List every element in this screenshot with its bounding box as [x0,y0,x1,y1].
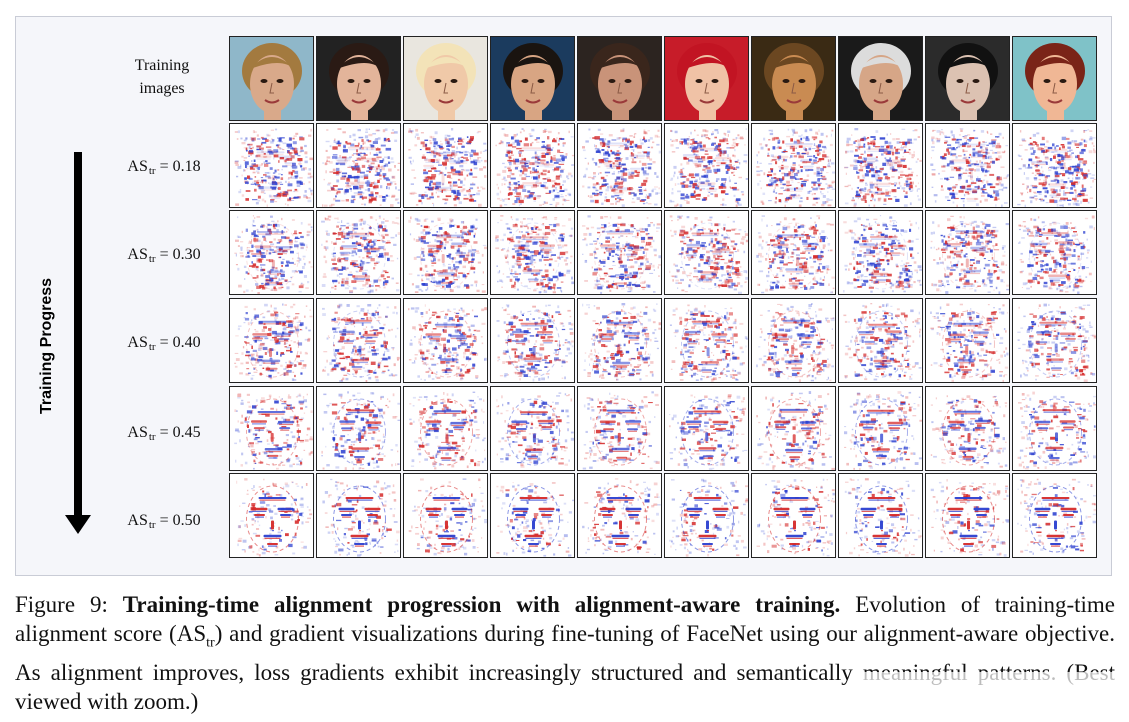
watermark [860,672,1115,700]
gradient-heatmap [751,210,836,295]
as-subscript: tr [148,519,156,531]
gradient-heatmap [316,473,401,558]
gradient-heatmap [577,386,662,471]
row-label-3: AStr = 0.40 [104,334,224,354]
as-score: = 0.40 [159,334,201,351]
row-label-2: AStr = 0.30 [104,246,224,266]
training-face-image [664,36,749,121]
gradient-heatmap [316,298,401,383]
gradient-heatmap [838,210,923,295]
training-images-label: Training images [134,57,190,97]
gradient-heatmap [838,123,923,208]
gradient-heatmap [925,298,1010,383]
progress-arrow-head [65,515,91,534]
gradient-heatmap [925,473,1010,558]
training-face-image [1012,36,1097,121]
training-face-image [751,36,836,121]
gradient-heatmap [664,473,749,558]
training-face-image [577,36,662,121]
as-prefix: AS [127,158,148,175]
gradient-heatmap [664,298,749,383]
gradient-heatmap [229,210,314,295]
gradient-heatmap [751,123,836,208]
gradient-heatmap [490,473,575,558]
gradient-heatmap [664,386,749,471]
as-subscript: tr [148,253,156,265]
gradient-heatmap [925,123,1010,208]
as-score: = 0.18 [159,158,201,175]
gradient-heatmap [751,473,836,558]
gradient-heatmap [1012,210,1097,295]
training-face-image [229,36,314,121]
caption-title: Training-time alignment progression with… [122,592,841,617]
gradient-heatmap [577,123,662,208]
gradient-heatmap [490,298,575,383]
gradient-heatmap [490,386,575,471]
training-face-image [490,36,575,121]
figure-number: Figure 9: [15,592,108,617]
gradient-heatmap [1012,386,1097,471]
gradient-heatmap [229,473,314,558]
gradient-heatmap [1012,473,1097,558]
as-subscript: tr [148,431,156,443]
training-face-image [316,36,401,121]
as-prefix: AS [127,246,148,263]
as-prefix: AS [127,424,148,441]
gradient-heatmap [577,473,662,558]
gradient-heatmap [316,123,401,208]
training-progress-label: Training Progress [38,277,55,415]
as-score: = 0.50 [159,512,201,529]
row-label-1: AStr = 0.18 [104,158,224,178]
gradient-heatmap [1012,123,1097,208]
gradient-heatmap [838,473,923,558]
gradient-heatmap [403,473,488,558]
gradient-heatmap [490,123,575,208]
training-face-image [403,36,488,121]
caption-text-1: Evolution of training-time alignment sco… [15,592,1116,646]
gradient-heatmap [1012,298,1097,383]
training-face-image [925,36,1010,121]
gradient-heatmap [316,210,401,295]
gradient-heatmap [664,210,749,295]
gradient-heatmap [403,386,488,471]
caption-subscript: tr [206,635,215,651]
gradient-heatmap [577,210,662,295]
training-face-image [838,36,923,121]
as-score: = 0.30 [159,246,201,263]
gradient-heatmap [925,210,1010,295]
as-prefix: AS [127,512,148,529]
as-score: = 0.45 [159,424,201,441]
gradient-heatmap [229,123,314,208]
gradient-heatmap [577,298,662,383]
gradient-heatmap [403,298,488,383]
gradient-heatmap [838,298,923,383]
as-prefix: AS [127,334,148,351]
progress-arrow-shaft [74,152,82,518]
gradient-heatmap [838,386,923,471]
gradient-heatmap [751,298,836,383]
as-subscript: tr [148,341,156,353]
gradient-heatmap [403,210,488,295]
gradient-heatmap [316,386,401,471]
gradient-heatmap [229,386,314,471]
gradient-heatmap [925,386,1010,471]
row-label-5: AStr = 0.50 [104,512,224,532]
row-label-4: AStr = 0.45 [104,424,224,444]
as-subscript: tr [148,165,156,177]
gradient-heatmap [664,123,749,208]
gradient-heatmap [751,386,836,471]
gradient-heatmap [229,298,314,383]
gradient-heatmap [490,210,575,295]
gradient-heatmap [403,123,488,208]
